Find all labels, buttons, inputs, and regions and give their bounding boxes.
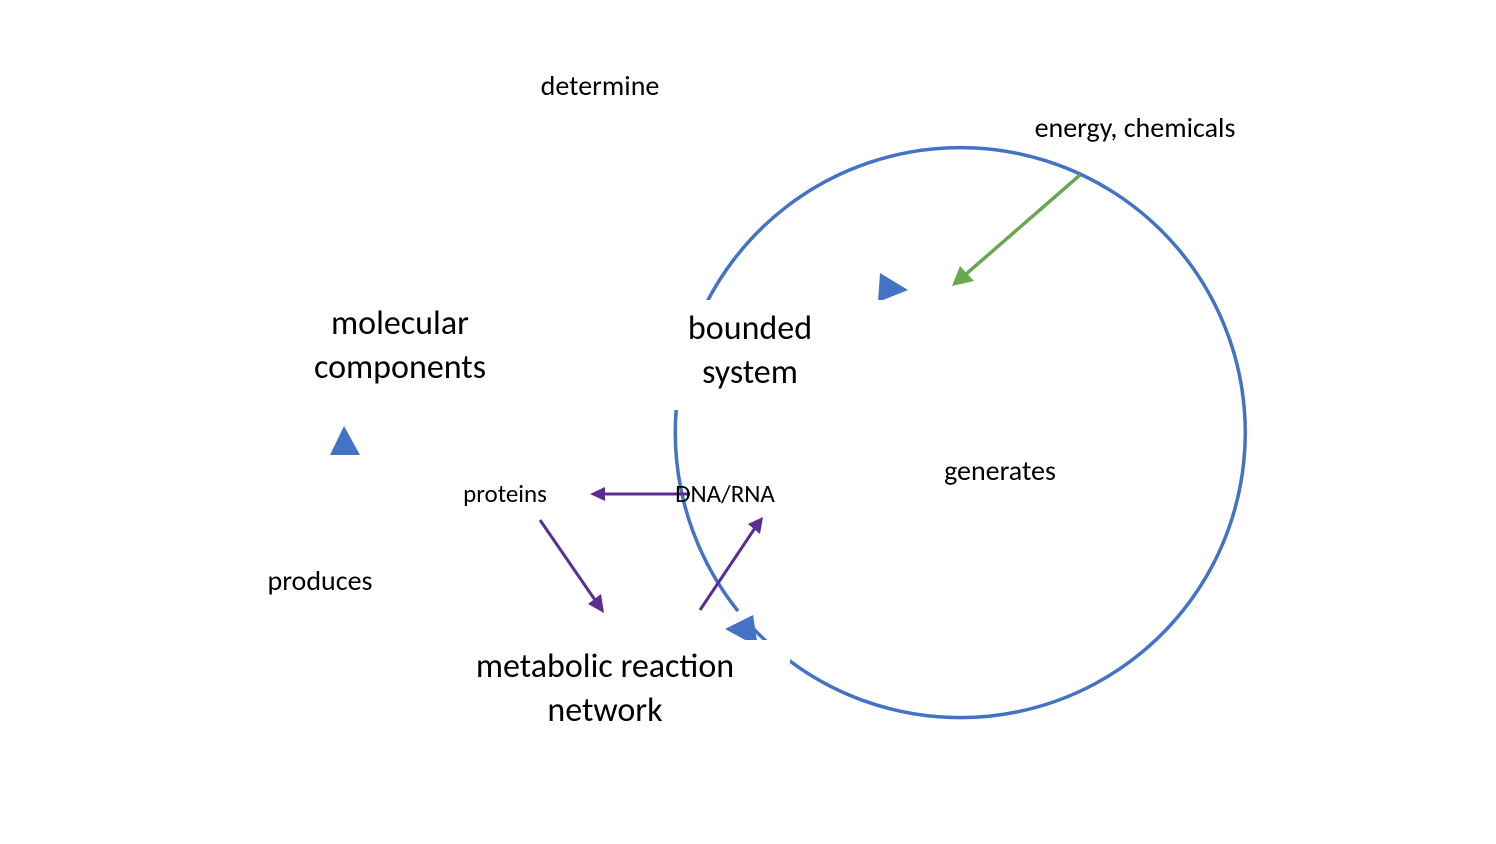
node-molecular-components: molecular components <box>270 302 530 390</box>
arrow-energy-in <box>965 175 1080 275</box>
node-proteins: proteins <box>450 478 560 511</box>
arrow-proteins-to-metabolic <box>540 520 595 600</box>
arrowhead-to-molecular <box>330 426 360 455</box>
edge-label-generates: generates <box>920 453 1080 489</box>
outer-cycle-arc <box>675 148 1245 718</box>
node-bounded-system: bounded system <box>600 307 900 395</box>
arrowhead-dna-to-proteins <box>590 487 605 501</box>
node-dna-rna: DNA/RNA <box>660 478 790 511</box>
arrowhead-to-bounded <box>878 273 908 302</box>
arrowhead-proteins-to-metabolic <box>588 594 604 613</box>
arrowhead-metabolic-to-dna <box>748 517 763 534</box>
node-metabolic-reaction-network: metabolic reaction network <box>420 645 790 733</box>
edge-label-determine: determine <box>510 68 690 104</box>
node-energy-chemicals: energy, chemicals <box>1000 110 1270 146</box>
edge-label-produces: produces <box>240 563 400 599</box>
